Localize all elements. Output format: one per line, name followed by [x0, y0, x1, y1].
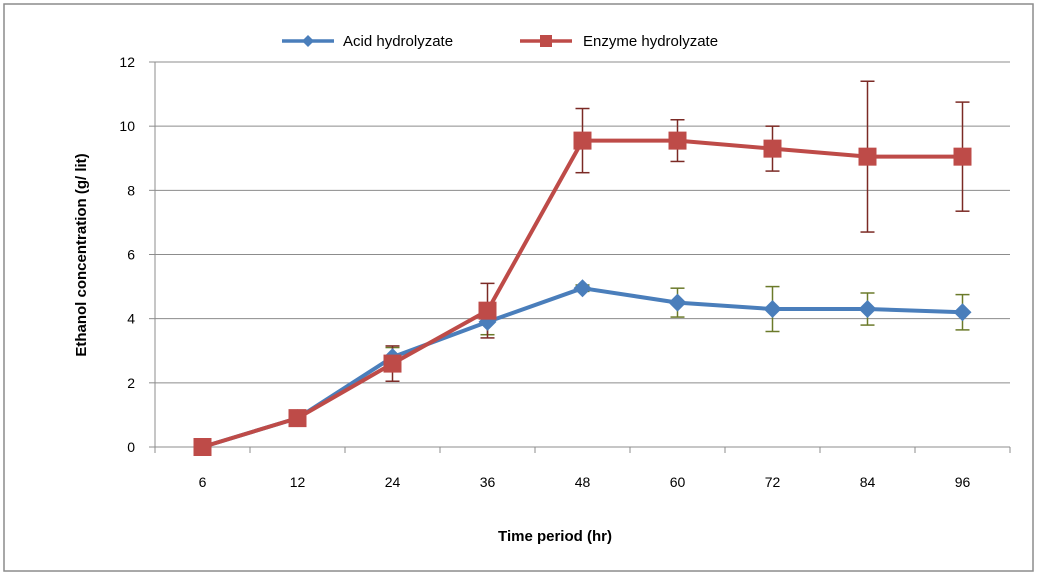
x-tick-label: 96	[955, 474, 971, 490]
data-point	[763, 300, 782, 319]
y-tick-labels: 0 2 4 6 8 10 12	[119, 54, 135, 455]
y-tick-label: 2	[127, 375, 135, 391]
data-point	[193, 438, 212, 456]
y-tick-label: 0	[127, 439, 135, 455]
x-tick-label: 24	[385, 474, 401, 490]
legend: Acid hydrolyzate Enzyme hydrolyzate	[282, 33, 718, 50]
y-tick-label: 6	[127, 247, 135, 263]
data-point	[858, 147, 877, 166]
data-point	[478, 301, 497, 320]
x-tick-label: 48	[575, 474, 591, 490]
legend-item: Enzyme hydrolyzate	[520, 33, 718, 50]
chart-border	[3, 3, 1034, 572]
y-tick-label: 12	[119, 54, 135, 70]
y-axis-title: Ethanol concentration (g/ lit)	[73, 153, 90, 356]
legend-label: Acid hydrolyzate	[343, 33, 453, 50]
data-point	[858, 300, 877, 319]
data-point	[288, 409, 307, 428]
axes	[149, 61, 1011, 453]
y-tick-label: 8	[127, 182, 135, 198]
data-point	[668, 131, 687, 150]
legend-marker	[540, 35, 552, 47]
data-point	[953, 303, 972, 322]
data-point	[763, 139, 782, 158]
data-point	[573, 279, 592, 298]
legend-label: Enzyme hydrolyzate	[583, 33, 718, 50]
x-axis-title: Time period (hr)	[498, 528, 612, 545]
series-markers	[193, 131, 972, 456]
y-tick-label: 4	[127, 311, 135, 327]
x-tick-label: 60	[670, 474, 686, 490]
x-tick-labels: 6 12 24 36 48 60 72 84 96	[199, 474, 971, 490]
legend-item: Acid hydrolyzate	[282, 33, 453, 50]
x-tick-label: 12	[290, 474, 306, 490]
y-tick-label: 10	[119, 118, 135, 134]
data-point	[953, 147, 972, 166]
data-point	[383, 354, 402, 373]
x-tick-label: 72	[765, 474, 781, 490]
legend-marker	[302, 35, 314, 47]
data-point	[668, 293, 687, 312]
x-tick-label: 6	[199, 474, 207, 490]
data-point	[573, 131, 592, 150]
x-tick-label: 36	[480, 474, 496, 490]
x-tick-label: 84	[860, 474, 876, 490]
